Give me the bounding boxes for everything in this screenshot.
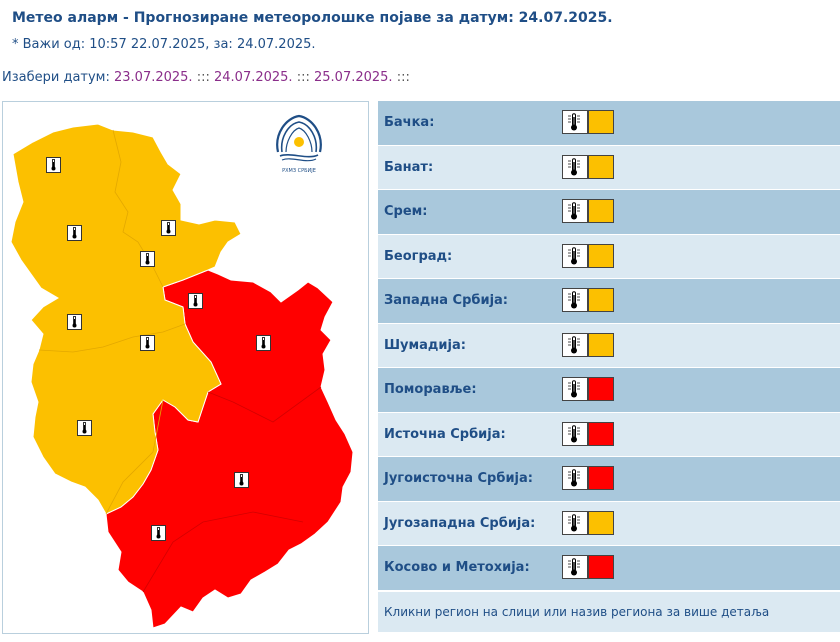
map-hint: Кликни регион на слици или назив региона… [378, 592, 840, 632]
warning-indicator [562, 154, 614, 179]
date-link-23[interactable]: 23.07.2025. [114, 70, 193, 85]
region-row[interactable]: Западна Србија: [378, 279, 840, 324]
region-list: Бачка: Банат: Срем: Београд: Западна Србија:… [378, 101, 840, 591]
region-name[interactable]: Шумадија: [384, 337, 466, 353]
map-marker-zapadna-srbija[interactable] [67, 314, 82, 330]
map-marker-srem[interactable] [67, 225, 82, 241]
warning-indicator [562, 421, 614, 446]
warning-indicator [562, 110, 614, 134]
thermometer-icon [562, 243, 588, 268]
map-marker-istocna-srbija[interactable] [256, 335, 271, 351]
thermometer-icon [562, 332, 588, 357]
thermometer-icon [562, 154, 588, 179]
thermometer-icon [562, 421, 588, 446]
region-name[interactable]: Западна Србија: [384, 293, 509, 309]
thermometer-icon [562, 555, 588, 579]
region-row[interactable]: Банат: [378, 145, 840, 190]
thermometer-icon [562, 377, 588, 401]
warning-level-swatch [588, 243, 614, 268]
warning-level-swatch [588, 510, 614, 535]
warning-level-swatch [588, 110, 614, 134]
warning-level-swatch [588, 377, 614, 401]
region-row[interactable]: Поморавље: [378, 368, 840, 413]
warning-level-swatch [588, 332, 614, 357]
warning-level-swatch [588, 421, 614, 446]
region-row[interactable]: Југоисточна Србија: [378, 457, 840, 502]
warning-indicator [562, 466, 614, 490]
region-name[interactable]: Поморавље: [384, 382, 477, 398]
region-row[interactable]: Шумадија: [378, 323, 840, 368]
date-link-25[interactable]: 25.07.2025. [314, 70, 393, 85]
thermometer-icon [562, 199, 588, 223]
validity-text: * Важи од: 10:57 22.07.2025, за: 24.07.2… [12, 37, 316, 52]
map-region-yellow[interactable] [10, 123, 242, 515]
warning-indicator [562, 243, 614, 268]
warning-level-swatch [588, 288, 614, 312]
region-name[interactable]: Југоисточна Србија: [384, 471, 533, 487]
warning-indicator [562, 288, 614, 312]
date-link-24[interactable]: 24.07.2025. [214, 70, 293, 85]
warning-indicator [562, 199, 614, 223]
warning-indicator [562, 510, 614, 535]
region-row[interactable]: Бачка: [378, 101, 840, 146]
region-name[interactable]: Банат: [384, 159, 434, 175]
thermometer-icon [562, 288, 588, 312]
warning-indicator [562, 555, 614, 579]
map-marker-jugozapadna-srbija[interactable] [77, 420, 92, 436]
region-row[interactable]: Источна Србија: [378, 412, 840, 457]
date-selector-label: Изабери датум: [2, 70, 110, 85]
region-name[interactable]: Југозападна Србија: [384, 515, 536, 531]
date-separator: ::: [196, 70, 210, 85]
region-row[interactable]: Срем: [378, 190, 840, 235]
region-row[interactable]: Косово и Метохија: [378, 546, 840, 591]
date-separator: ::: [396, 70, 410, 85]
map-marker-jugoistocna-srbija[interactable] [234, 472, 249, 488]
serbia-warning-map [2, 101, 369, 634]
region-name[interactable]: Београд: [384, 248, 453, 264]
map-marker-banat[interactable] [161, 220, 176, 236]
thermometer-icon [562, 510, 588, 535]
warning-level-swatch [588, 466, 614, 490]
page-title: Метео аларм - Прогнозиране метеоролошке … [12, 10, 613, 26]
warning-level-swatch [588, 154, 614, 179]
rhmz-logo-icon: РХМЗ СРБИЈЕ [276, 114, 322, 174]
warning-indicator [562, 377, 614, 401]
date-separator: ::: [296, 70, 310, 85]
map-marker-sumadija[interactable] [140, 335, 155, 351]
warning-level-swatch [588, 199, 614, 223]
date-selector: Изабери датум: 23.07.2025. ::: 24.07.202… [2, 70, 410, 85]
region-row[interactable]: Београд: [378, 234, 840, 279]
svg-text:РХМЗ СРБИЈЕ: РХМЗ СРБИЈЕ [282, 168, 316, 174]
warning-indicator [562, 332, 614, 357]
map-marker-beograd[interactable] [140, 251, 155, 267]
map-marker-pomoravlje[interactable] [188, 293, 203, 309]
region-name[interactable]: Срем: [384, 204, 428, 220]
thermometer-icon [562, 110, 588, 134]
warning-level-swatch [588, 555, 614, 579]
region-name[interactable]: Бачка: [384, 115, 435, 131]
map-marker-kosovo[interactable] [151, 525, 166, 541]
region-name[interactable]: Источна Србија: [384, 426, 506, 442]
thermometer-icon [562, 466, 588, 490]
map-marker-backa[interactable] [46, 157, 61, 173]
region-row[interactable]: Југозападна Србија: [378, 501, 840, 546]
region-name[interactable]: Косово и Метохија: [384, 560, 530, 576]
